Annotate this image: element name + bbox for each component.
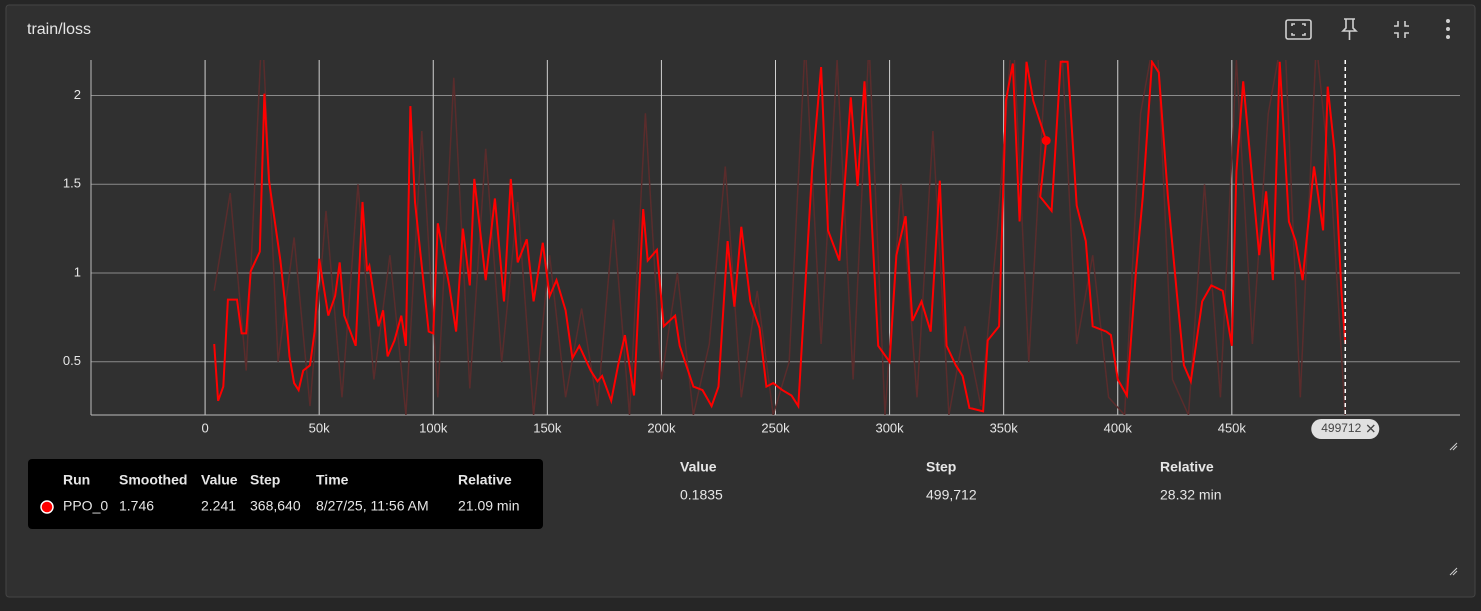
y-tick-label: 0.5 bbox=[63, 353, 81, 368]
hover-point bbox=[1041, 136, 1051, 146]
y-tick-label: 1.5 bbox=[63, 176, 81, 191]
x-tick-label: 400k bbox=[1104, 420, 1133, 435]
data-table: Run ↑PPO_0Smoothed0.6012Value0.1835Step4… bbox=[28, 459, 1221, 529]
tooltip-cell: 1.746 bbox=[119, 498, 154, 514]
menu-button[interactable] bbox=[1446, 19, 1450, 39]
tooltip-header: Value bbox=[201, 472, 238, 488]
plot: 0.5 1 1.5 2 0 50k 100k 150k 200k 250k 300k 350k 400k… bbox=[63, 60, 1460, 439]
x-tick-label: 0 bbox=[201, 420, 208, 435]
tooltip-run-dot bbox=[40, 500, 54, 514]
table-cell: 499,712 bbox=[926, 487, 977, 503]
collapse-button[interactable] bbox=[1394, 21, 1409, 38]
x-tick-label: 450k bbox=[1218, 420, 1247, 435]
tooltip bbox=[28, 459, 543, 529]
tooltip-header: Run bbox=[63, 472, 90, 488]
series-line bbox=[213, 60, 1347, 413]
x-tick-label: 300k bbox=[875, 420, 904, 435]
toolbar bbox=[1285, 18, 1458, 576]
tooltip-header: Time bbox=[316, 472, 349, 488]
x-tick-label: 350k bbox=[990, 420, 1019, 435]
tooltip-header: Step bbox=[250, 472, 280, 488]
table-cell: 0.1835 bbox=[680, 487, 723, 503]
tooltip-cell: 21.09 min bbox=[458, 498, 519, 514]
cursor-close[interactable] bbox=[1366, 424, 1375, 433]
pin-button[interactable] bbox=[1341, 18, 1358, 40]
tooltip-header: Relative bbox=[458, 472, 512, 488]
table-header: Relative bbox=[1160, 459, 1214, 475]
table-header: Step bbox=[926, 459, 956, 475]
tooltip-cell: PPO_0 bbox=[63, 498, 108, 514]
table-header: Value bbox=[680, 459, 717, 475]
x-tick-label: 200k bbox=[647, 420, 676, 435]
y-tick-label: 2 bbox=[74, 87, 81, 102]
cursor-badge bbox=[1311, 419, 1380, 439]
tooltip-header: Smoothed bbox=[119, 472, 187, 488]
card-bg bbox=[5, 4, 1476, 598]
tooltip-cell: 368,640 bbox=[250, 498, 301, 514]
fit-button[interactable] bbox=[1285, 19, 1312, 40]
x-tick-label: 250k bbox=[761, 420, 790, 435]
x-tick-label: 100k bbox=[419, 420, 448, 435]
resize-handle[interactable] bbox=[1449, 442, 1458, 576]
table-cell: 28.32 min bbox=[1160, 487, 1221, 503]
cursor-label: 499712 bbox=[1321, 421, 1361, 435]
tooltip-cell: 8/27/25, 11:56 AM bbox=[316, 498, 429, 514]
x-tick-label: 150k bbox=[533, 420, 562, 435]
x-tick-label: 50k bbox=[309, 420, 330, 435]
y-tick-label: 1 bbox=[74, 264, 81, 279]
tooltip-cell: 2.241 bbox=[201, 498, 236, 514]
card-title: train/loss bbox=[27, 21, 91, 38]
